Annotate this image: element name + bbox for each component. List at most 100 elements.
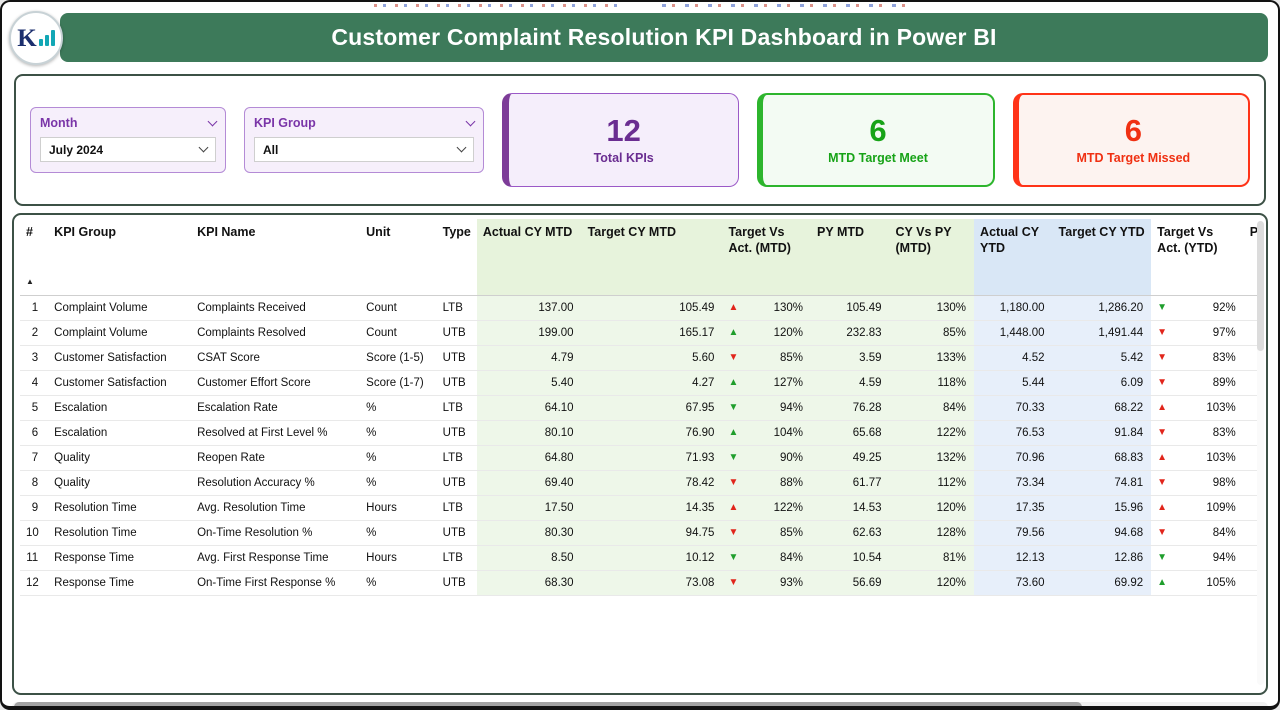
cell-target-vs-act-mtd: ▲ 122%: [722, 495, 812, 521]
col-header-kpi-group[interactable]: KPI Group: [48, 219, 192, 296]
cell-target-vs-act-ytd: ▲ 109%: [1151, 495, 1244, 521]
col-header-number[interactable]: # ▲: [20, 219, 49, 296]
cell-row-number: 6: [20, 420, 49, 446]
cell-kpi-name: Reopen Rate: [191, 445, 361, 471]
cell-cy-vs-py-mtd: 132%: [889, 445, 975, 471]
cell-row-number: 3: [20, 345, 49, 371]
col-header-kpi-name[interactable]: KPI Name: [191, 219, 361, 296]
cell-target-vs-act-mtd: ▼ 85%: [722, 345, 812, 371]
table-row[interactable]: 2 Complaint Volume Complaints Resolved C…: [20, 320, 1264, 346]
cell-unit: %: [360, 570, 437, 596]
horizontal-scrollbar-thumb[interactable]: [14, 702, 1082, 706]
cell-unit: Count: [360, 320, 437, 346]
cell-target-cy-mtd: 10.12: [581, 545, 723, 571]
month-slicer-header[interactable]: Month: [40, 116, 218, 130]
vertical-scrollbar[interactable]: [1257, 221, 1264, 685]
cell-cy-vs-py-mtd: 128%: [889, 520, 975, 546]
card-total-kpis[interactable]: 12 Total KPIs: [502, 93, 740, 187]
cell-py-mtd: 14.53: [811, 495, 890, 521]
table-row[interactable]: 12 Response Time On-Time First Response …: [20, 570, 1264, 596]
table-row[interactable]: 10 Resolution Time On-Time Resolution % …: [20, 520, 1264, 546]
cell-target-cy-mtd: 76.90: [581, 420, 723, 446]
trend-value-mtd: 88%: [779, 476, 804, 489]
trend-value-ytd: 84%: [1212, 526, 1236, 539]
cell-kpi-group: Response Time: [48, 570, 192, 596]
trend-value-mtd: 120%: [773, 326, 804, 339]
col-header-cy-vs-py-mtd[interactable]: CY Vs PY (MTD): [889, 219, 975, 296]
cell-unit: Count: [360, 295, 437, 321]
cell-row-number: 8: [20, 470, 49, 496]
col-header-target-cy-ytd[interactable]: Target CY YTD: [1052, 219, 1152, 296]
cell-target-cy-mtd: 67.95: [581, 395, 723, 421]
table-row[interactable]: 1 Complaint Volume Complaints Received C…: [20, 295, 1264, 321]
cell-kpi-name: Resolution Accuracy %: [191, 470, 361, 496]
kpi-group-slicer-label: KPI Group: [254, 116, 316, 130]
table-row[interactable]: 4 Customer Satisfaction Customer Effort …: [20, 370, 1264, 396]
cell-unit: %: [360, 445, 437, 471]
cell-row-number: 12: [20, 570, 49, 596]
cell-kpi-name: Complaints Received: [191, 295, 361, 321]
cell-row-number: 5: [20, 395, 49, 421]
table-row[interactable]: 11 Response Time Avg. First Response Tim…: [20, 545, 1264, 571]
card-mtd-target-meet-value: 6: [869, 113, 887, 149]
month-dropdown[interactable]: July 2024: [40, 137, 216, 162]
cell-kpi-group: Quality: [48, 445, 192, 471]
cell-target-cy-mtd: 5.60: [581, 345, 723, 371]
header: K Customer Complaint Resolution KPI Dash…: [2, 11, 1278, 65]
col-header-target-cy-mtd[interactable]: Target CY MTD: [581, 219, 723, 296]
trend-value-ytd: 103%: [1206, 451, 1236, 464]
cell-target-cy-mtd: 73.08: [581, 570, 723, 596]
cell-actual-cy-ytd: 4.52: [974, 345, 1053, 371]
cell-cy-vs-py-mtd: 122%: [889, 420, 975, 446]
table-row[interactable]: 8 Quality Resolution Accuracy % % UTB 69…: [20, 470, 1264, 496]
col-header-py-mtd[interactable]: PY MTD: [811, 219, 890, 296]
col-header-unit[interactable]: Unit: [360, 219, 437, 296]
vertical-scrollbar-thumb[interactable]: [1257, 221, 1264, 351]
col-header-target-vs-act-mtd[interactable]: Target Vs Act. (MTD): [722, 219, 812, 296]
cell-target-vs-act-mtd: ▼ 94%: [722, 395, 812, 421]
card-mtd-target-missed-label: MTD Target Missed: [1076, 150, 1191, 165]
cell-kpi-group: Customer Satisfaction: [48, 370, 192, 396]
card-mtd-target-missed[interactable]: 6 MTD Target Missed: [1012, 93, 1250, 187]
trend-icon-ytd: ▲: [1157, 576, 1168, 588]
table-row[interactable]: 9 Resolution Time Avg. Resolution Time H…: [20, 495, 1264, 521]
trend-icon-mtd: ▲: [728, 376, 739, 388]
cell-target-vs-act-ytd: ▲ 105%: [1151, 570, 1244, 596]
cell-target-vs-act-ytd: ▲ 103%: [1151, 445, 1244, 471]
card-mtd-target-meet-label: MTD Target Meet: [828, 150, 928, 165]
cell-target-vs-act-mtd: ▲ 104%: [722, 420, 812, 446]
trend-value-ytd: 83%: [1212, 426, 1236, 439]
cell-target-vs-act-mtd: ▲ 120%: [722, 320, 812, 346]
card-total-kpis-label: Total KPIs: [593, 150, 654, 165]
cell-cy-vs-py-mtd: 85%: [889, 320, 975, 346]
trend-icon-mtd: ▲: [728, 326, 739, 338]
trend-value-mtd: 84%: [779, 551, 804, 564]
table-row[interactable]: 7 Quality Reopen Rate % LTB 64.80 71.93 …: [20, 445, 1264, 471]
trend-icon-mtd: ▲: [728, 501, 739, 513]
col-header-actual-cy-mtd[interactable]: Actual CY MTD: [476, 219, 582, 296]
horizontal-scrollbar[interactable]: [12, 702, 1268, 706]
table-row[interactable]: 5 Escalation Escalation Rate % LTB 64.10…: [20, 395, 1264, 421]
table-row[interactable]: 3 Customer Satisfaction CSAT Score Score…: [20, 345, 1264, 371]
cell-unit: Hours: [360, 545, 437, 571]
cell-target-vs-act-ytd: ▼ 92%: [1151, 295, 1244, 321]
table-row[interactable]: 6 Escalation Resolved at First Level % %…: [20, 420, 1264, 446]
kpi-group-dropdown[interactable]: All: [254, 137, 474, 162]
cell-target-cy-ytd: 68.83: [1052, 445, 1152, 471]
col-header-target-vs-act-ytd[interactable]: Target Vs Act. (YTD): [1151, 219, 1244, 296]
trend-value-ytd: 94%: [1212, 551, 1236, 564]
card-mtd-target-meet[interactable]: 6 MTD Target Meet: [757, 93, 995, 187]
cell-kpi-name: Customer Effort Score: [191, 370, 361, 396]
cell-actual-cy-mtd: 5.40: [476, 370, 582, 396]
kpi-group-slicer: KPI Group All: [244, 107, 484, 173]
cell-target-cy-ytd: 74.81: [1052, 470, 1152, 496]
kpi-group-slicer-header[interactable]: KPI Group: [254, 116, 476, 130]
kpi-table-panel: # ▲ KPI Group KPI Name Unit Type Actual …: [12, 213, 1268, 695]
cell-kpi-group: Response Time: [48, 545, 192, 571]
col-header-actual-cy-ytd[interactable]: Actual CY YTD: [974, 219, 1053, 296]
cell-py-mtd: 232.83: [811, 320, 890, 346]
col-header-type[interactable]: Type: [436, 219, 477, 296]
cell-py-mtd: 3.59: [811, 345, 890, 371]
cell-actual-cy-mtd: 4.79: [476, 345, 582, 371]
